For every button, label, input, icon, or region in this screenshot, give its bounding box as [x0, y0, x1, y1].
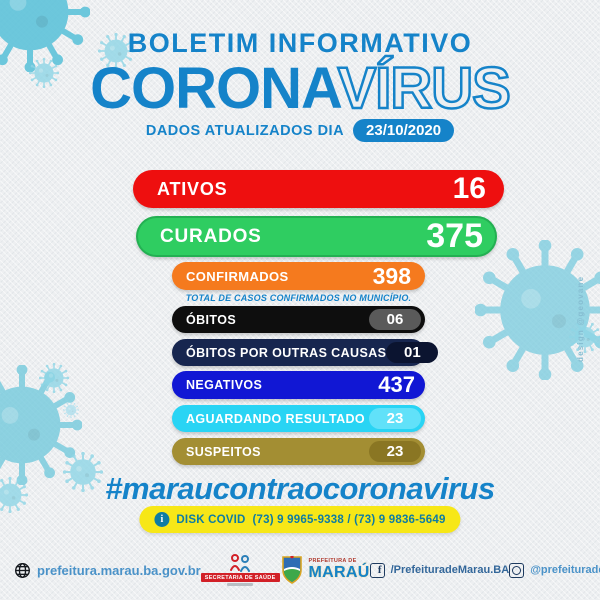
stat-value: 437 [378, 372, 415, 397]
marau-crest-icon [281, 556, 302, 584]
virus-icon [39, 363, 69, 393]
page-title: CORONAVÍRUS [0, 58, 600, 119]
facebook-icon: f [369, 562, 385, 578]
stat-label: CURADOS [160, 225, 262, 247]
footer-bar: prefeitura.marau.ba.gov.br SECRETARIA DE… [0, 540, 600, 600]
stat-label: CONFIRMADOS [186, 268, 289, 284]
virus-icon [63, 402, 79, 418]
stat-label: SUSPEITOS [186, 444, 261, 459]
stat-value: 398 [372, 262, 411, 289]
instagram-handle: @prefeiturademarau [530, 564, 600, 576]
stat-label: AGUARDANDO RESULTADO [186, 411, 366, 426]
bulletin-kicker: BOLETIM INFORMATIVO [127, 28, 473, 58]
secretaria-saude-logo: SECRETARIA DE SAÚDE [200, 554, 280, 586]
hotline-numbers: (73) 9 9965-9338 / (73) 9 9836-5649 [252, 513, 446, 526]
facebook-link[interactable]: f /PrefeituradeMarau.BA [369, 562, 510, 578]
prefeitura-name-text: MARAÚ [308, 563, 370, 581]
campaign-hashtag: #maraucontraocoronavirus [105, 471, 495, 506]
designer-credit: design @geovane [576, 275, 585, 362]
secretaria-figures-icon [230, 554, 251, 572]
facebook-handle: /PrefeituradeMarau.BA [390, 564, 510, 576]
stat-confirmados: CONFIRMADOS 398 [172, 262, 425, 290]
stat-value: 16 [452, 172, 486, 205]
confirmed-note: TOTAL DE CASOS CONFIRMADOS NO MUNICÍPIO. [185, 293, 412, 303]
instagram-link[interactable]: @prefeiturademarau [509, 562, 600, 578]
stat-label: ÓBITOS POR OUTRAS CAUSAS [186, 345, 387, 360]
stat-label: ATIVOS [157, 178, 228, 199]
stat-ativos: ATIVOS 16 [133, 170, 504, 208]
prefeitura-small-text: PREFEITURA DE [308, 558, 357, 565]
stat-obitos: ÓBITOS 06 [172, 306, 425, 333]
stat-obitos-outras-causas: ÓBITOS POR OUTRAS CAUSAS 01 [172, 339, 439, 366]
secretaria-logo-text: SECRETARIA DE SAÚDE [200, 573, 280, 582]
stat-value-badge: 23 [369, 441, 421, 462]
stat-value: 375 [426, 217, 483, 255]
secondary-stats: CONFIRMADOS 398 TOTAL DE CASOS CONFIRMAD… [172, 262, 439, 465]
stat-value-badge: 06 [369, 309, 421, 330]
info-icon: i [154, 512, 170, 527]
stat-negativos: NEGATIVOS 437 [172, 371, 425, 399]
stat-curados: CURADOS 375 [136, 216, 497, 257]
updated-label: DADOS ATUALIZADOS DIA [145, 122, 345, 139]
title-solid-part: CORONA [90, 56, 338, 121]
globe-icon [15, 562, 30, 578]
website-link[interactable]: prefeitura.marau.ba.gov.br [14, 562, 201, 579]
instagram-icon [509, 562, 525, 578]
updated-row: DADOS ATUALIZADOS DIA 23/10/2020 [0, 119, 600, 142]
website-url: prefeitura.marau.ba.gov.br [37, 562, 201, 578]
disk-covid-hotline: i DISK COVID (73) 9 9965-9338 / (73) 9 9… [139, 506, 461, 533]
updated-date-badge: 23/10/2020 [353, 119, 455, 142]
stat-suspeitos: SUSPEITOS 23 [172, 438, 425, 465]
stat-value-badge: 01 [386, 342, 439, 363]
prefeitura-marau-logo: PREFEITURA DE MARAÚ [280, 556, 370, 584]
hotline-label: DISK COVID [176, 513, 246, 526]
stat-label: ÓBITOS [186, 312, 237, 327]
stat-value-badge: 23 [369, 408, 421, 429]
title-outline-part: VÍRUS [336, 56, 512, 121]
secretaria-logo-subline [227, 583, 254, 586]
stat-label: NEGATIVOS [186, 378, 263, 392]
stat-aguardando-resultado: AGUARDANDO RESULTADO 23 [172, 405, 425, 432]
